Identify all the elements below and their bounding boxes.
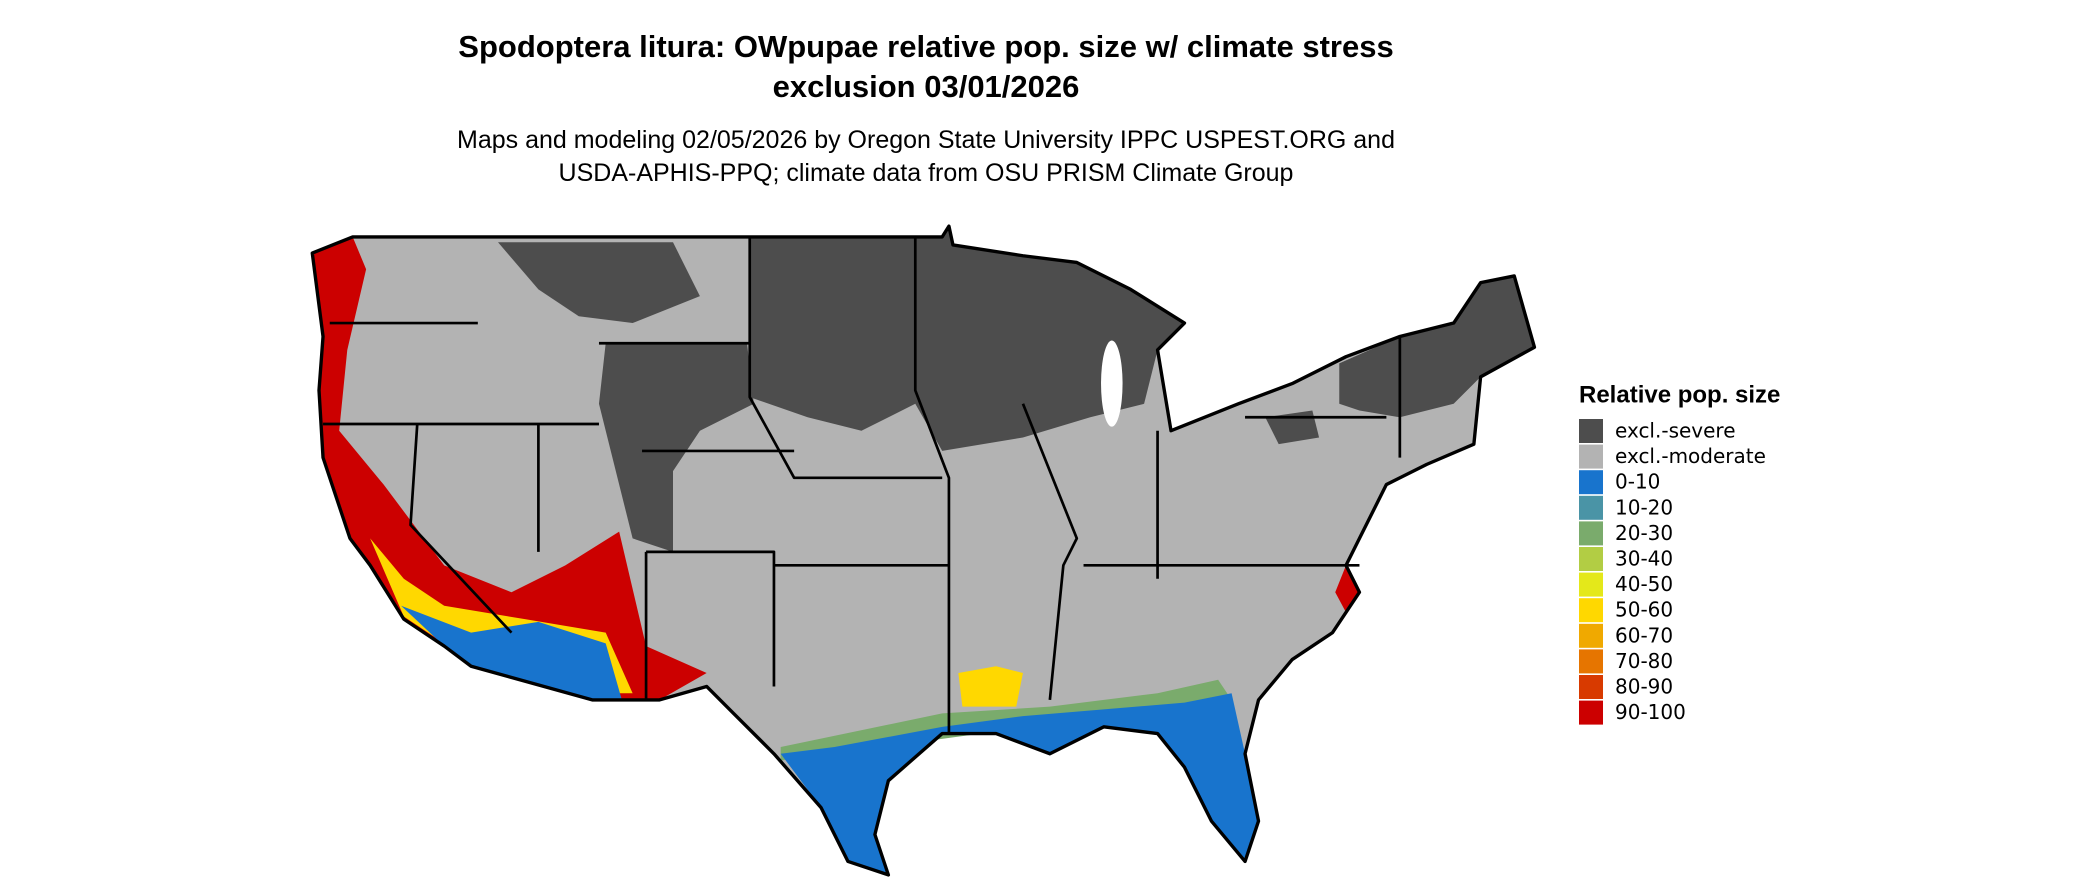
legend-swatch	[1579, 675, 1603, 699]
legend-swatch	[1579, 623, 1603, 648]
legend-swatch	[1579, 444, 1603, 469]
legend-label: 10-20	[1615, 495, 1673, 519]
legend-label: 50-60	[1615, 598, 1673, 622]
excl-severe-region	[498, 242, 700, 324]
legend-swatch	[1579, 598, 1603, 623]
legend-swatch	[1579, 495, 1603, 520]
legend-label: 70-80	[1615, 649, 1673, 673]
legend-label: 40-50	[1615, 572, 1673, 596]
legend-label: 30-40	[1615, 547, 1673, 571]
legend-swatch	[1579, 470, 1603, 495]
state-borders	[323, 236, 1402, 734]
excl-severe-region	[749, 226, 1185, 451]
legend-swatch	[1579, 419, 1603, 443]
title-line: exclusion 03/01/2026	[773, 69, 1080, 104]
excl-severe-region	[1265, 410, 1320, 445]
legend-label: 0-10	[1615, 470, 1660, 494]
legend-swatch	[1579, 547, 1603, 571]
range-0-10	[401, 605, 622, 700]
legend-label: excl.-severe	[1615, 419, 1736, 443]
legend: Relative pop. size excl.-severeexcl.-mod…	[1579, 381, 1780, 725]
title-line: Spodoptera litura: OWpupae relative pop.…	[458, 29, 1393, 64]
excl-severe-region	[1339, 275, 1535, 418]
legend-swatch	[1579, 700, 1603, 725]
range-50-60	[958, 666, 1023, 707]
legend-label: 20-30	[1615, 521, 1673, 545]
excl-severe-region	[598, 343, 754, 552]
lake-michigan	[1101, 340, 1123, 427]
range-0-10	[780, 693, 1259, 875]
legend-label: 80-90	[1615, 675, 1673, 699]
legend-label: 60-70	[1615, 623, 1673, 647]
map	[310, 224, 1537, 877]
legend-swatch	[1579, 649, 1603, 674]
legend-title: Relative pop. size	[1579, 381, 1780, 408]
subtitle-line: USDA-APHIS-PPQ; climate data from OSU PR…	[559, 159, 1294, 187]
us-outline	[310, 224, 1537, 877]
legend-swatch	[1579, 572, 1603, 597]
legend-label: excl.-moderate	[1615, 444, 1766, 468]
subtitle-line: Maps and modeling 02/05/2026 by Oregon S…	[457, 126, 1395, 154]
legend-swatch	[1579, 521, 1603, 546]
legend-label: 90-100	[1615, 700, 1686, 724]
